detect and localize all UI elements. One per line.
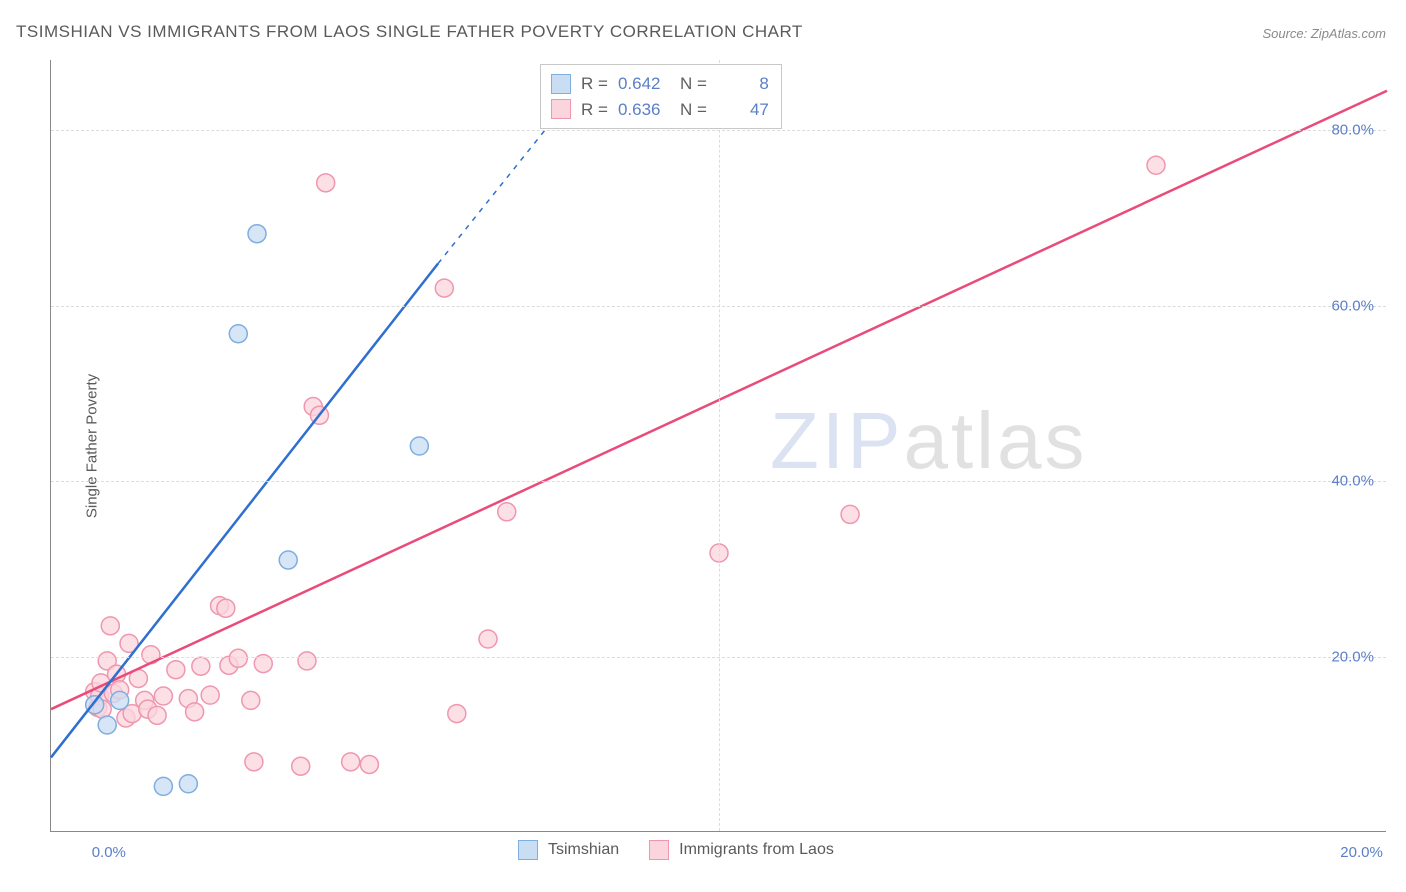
source-attribution: Source: ZipAtlas.com (1262, 26, 1386, 41)
legend-n-value: 47 (717, 97, 769, 123)
data-point (317, 174, 335, 192)
x-tick-label: 0.0% (92, 844, 126, 861)
data-point (192, 657, 210, 675)
chart-title: TSIMSHIAN VS IMMIGRANTS FROM LAOS SINGLE… (16, 22, 803, 42)
series-legend-label: Immigrants from Laos (679, 841, 834, 859)
legend-swatch (649, 840, 669, 860)
legend-r-label: R = (581, 97, 608, 123)
y-tick-label: 80.0% (1331, 122, 1374, 139)
data-point (148, 706, 166, 724)
data-point (292, 757, 310, 775)
data-point (101, 617, 119, 635)
legend-r-value: 0.642 (618, 71, 670, 97)
legend-swatch (551, 99, 571, 119)
data-point (479, 630, 497, 648)
data-point (498, 503, 516, 521)
data-point (435, 279, 453, 297)
data-point (245, 753, 263, 771)
legend-n-label: N = (680, 71, 707, 97)
legend-n-value: 8 (717, 71, 769, 97)
data-point (448, 705, 466, 723)
data-point (167, 661, 185, 679)
data-point (410, 437, 428, 455)
data-point (1147, 156, 1165, 174)
legend-r-value: 0.636 (618, 97, 670, 123)
data-point (229, 649, 247, 667)
legend-swatch (518, 840, 538, 860)
y-tick-label: 60.0% (1331, 297, 1374, 314)
data-point (229, 325, 247, 343)
series-legend-item: Tsimshian (518, 840, 619, 860)
legend-n-label: N = (680, 97, 707, 123)
data-point (242, 691, 260, 709)
data-point (186, 703, 204, 721)
plot-area: 20.0% 40.0% 60.0% 80.0% (50, 60, 1386, 832)
data-point (248, 225, 266, 243)
data-point (111, 691, 129, 709)
data-point (279, 551, 297, 569)
series-legend-label: Tsimshian (548, 841, 619, 859)
correlation-legend-row: R = 0.636 N = 47 (551, 97, 769, 123)
data-point (201, 686, 219, 704)
data-point (298, 652, 316, 670)
series-legend: Tsimshian Immigrants from Laos (518, 840, 834, 860)
data-point (841, 505, 859, 523)
y-tick-label: 20.0% (1331, 648, 1374, 665)
data-point (342, 753, 360, 771)
gridline-vertical (719, 60, 720, 831)
data-point (98, 716, 116, 734)
correlation-legend-row: R = 0.642 N = 8 (551, 71, 769, 97)
series-legend-item: Immigrants from Laos (649, 840, 834, 860)
data-point (179, 775, 197, 793)
data-point (154, 777, 172, 795)
x-tick-label: 20.0% (1340, 844, 1383, 861)
data-point (154, 687, 172, 705)
correlation-legend: R = 0.642 N = 8 R = 0.636 N = 47 (540, 64, 782, 129)
legend-r-label: R = (581, 71, 608, 97)
y-tick-label: 40.0% (1331, 473, 1374, 490)
data-point (360, 755, 378, 773)
data-point (217, 599, 235, 617)
legend-swatch (551, 74, 571, 94)
